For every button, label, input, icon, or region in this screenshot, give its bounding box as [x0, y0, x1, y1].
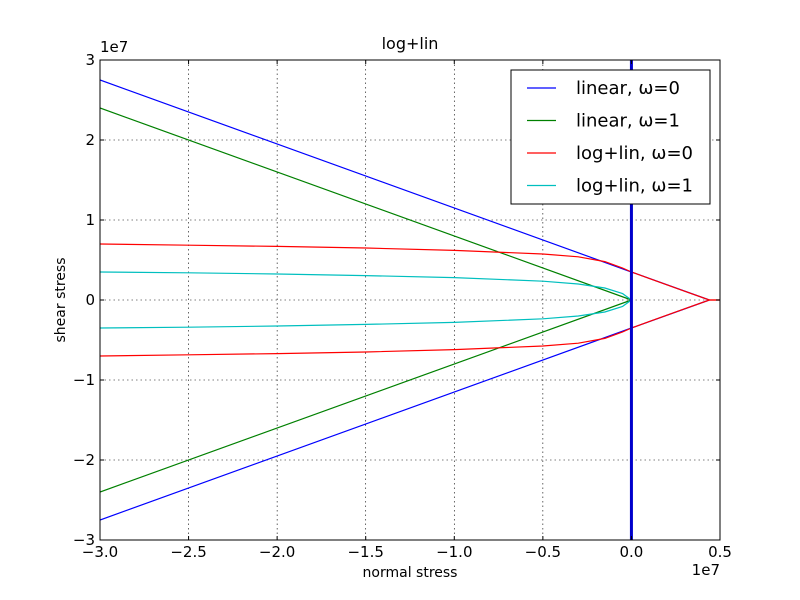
legend-label: linear, ω=1 [576, 111, 680, 132]
legend-box [510, 69, 711, 205]
y-offset-text: 1e7 [100, 38, 128, 56]
series-line-log-lin-1-lower [100, 299, 632, 329]
y-tick-label: 2 [85, 131, 95, 149]
y-tick-label: −1 [73, 371, 95, 389]
x-offset-text: 1e7 [692, 561, 720, 579]
x-tick-label: 0.5 [708, 543, 732, 561]
x-tick-label: −0.5 [525, 543, 561, 561]
x-tick-label: −1.5 [347, 543, 383, 561]
legend-items: linear, ω=0 linear, ω=1 log+lin, ω=0 log+li… [527, 78, 693, 197]
y-tick-label: 1 [85, 211, 95, 229]
x-tick-label: −3.0 [82, 543, 118, 561]
chart-title: log+lin [382, 34, 439, 53]
x-tick-label: 0.0 [619, 543, 643, 561]
y-tick-label: 3 [85, 51, 95, 69]
x-tick-label: −1.0 [436, 543, 472, 561]
y-tick-label: −2 [73, 451, 95, 469]
series-line-log-lin-1-upper [100, 271, 632, 301]
series-line-linear-1-upper [100, 107, 632, 301]
series-line-linear-1-lower [100, 299, 632, 493]
x-axis-label: normal stress [363, 565, 458, 581]
y-tick-label: −3 [73, 531, 95, 549]
x-tick-label: −2.0 [259, 543, 295, 561]
ticks: −3.0 −2.5 −2.0 −1.5 −1.0 −0.5 0.0 0.5 3 2 1 0 −1 −2 −3 [73, 51, 732, 561]
legend-label: linear, ω=0 [576, 78, 680, 99]
series-line-log-lin-0-upper [100, 243, 720, 301]
legend-label: log+lin, ω=0 [576, 143, 693, 164]
legend-label: log+lin, ω=1 [576, 176, 693, 197]
y-axis-label: shear stress [53, 258, 69, 343]
legend: linear, ω=0 linear, ω=1 log+lin, ω=0 log+li… [510, 69, 711, 205]
series-line-log-lin-0-lower [100, 299, 720, 357]
y-tick-label: 0 [85, 291, 95, 309]
x-tick-label: −2.5 [170, 543, 206, 561]
